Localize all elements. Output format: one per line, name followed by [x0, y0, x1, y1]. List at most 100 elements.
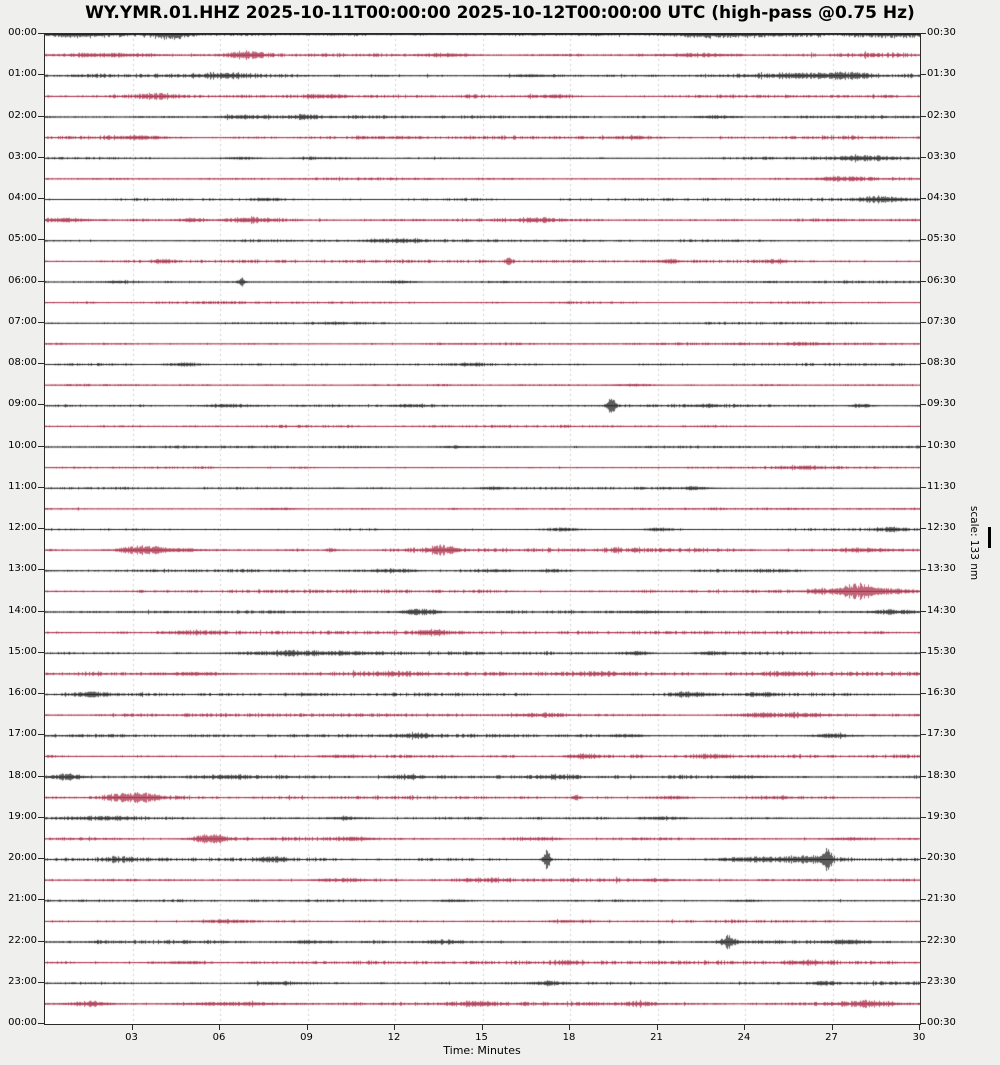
left-tick-mark — [38, 693, 44, 694]
right-tick-mark — [920, 321, 926, 323]
right-tick-mark — [920, 404, 926, 406]
x-tick-label: 03 — [125, 1032, 138, 1043]
right-tick-mark — [920, 569, 926, 571]
right-time-label: 12:30 — [927, 522, 956, 533]
left-tick-mark — [38, 280, 44, 282]
left-tick-mark — [38, 486, 44, 488]
left-time-label: 07:00 — [8, 315, 37, 327]
left-time-label: 16:00 — [8, 687, 37, 698]
right-tick-mark — [920, 528, 926, 529]
left-tick-mark — [38, 363, 44, 364]
right-time-label: 04:30 — [927, 192, 956, 203]
left-tick-mark — [38, 404, 44, 406]
right-time-label: 06:30 — [927, 274, 956, 286]
x-tick-mark — [919, 1024, 920, 1030]
left-time-label: 06:00 — [8, 274, 37, 286]
left-time-label: 00:00 — [8, 27, 37, 38]
right-tick-mark — [920, 693, 926, 694]
left-time-label: 10:00 — [8, 439, 37, 451]
right-tick-mark — [920, 858, 926, 859]
left-tick-mark — [38, 940, 44, 942]
left-tick-mark — [38, 74, 44, 76]
right-tick-mark — [920, 899, 926, 901]
scale-label: scale: 133 nm — [968, 505, 980, 581]
x-tick-mark — [656, 1024, 658, 1030]
right-tick-mark — [920, 115, 926, 117]
x-tick-label: 18 — [562, 1032, 576, 1043]
left-tick-mark — [38, 899, 44, 901]
right-time-label: 00:30 — [927, 1017, 956, 1028]
left-tick-mark — [38, 858, 44, 859]
plot-title: WY.YMR.01.HHZ 2025-10-11T00:00:00 2025-1… — [85, 3, 915, 23]
x-tick-label: 06 — [212, 1032, 226, 1043]
left-tick-mark — [38, 569, 44, 571]
left-tick-mark — [38, 156, 44, 158]
right-time-label: 14:30 — [927, 604, 956, 616]
x-tick-mark — [481, 1024, 483, 1030]
left-time-label: 18:00 — [8, 769, 37, 781]
left-tick-mark — [38, 445, 44, 447]
x-tick-mark — [306, 1024, 308, 1030]
left-time-label: 05:00 — [8, 233, 37, 245]
left-time-label: 01:00 — [8, 68, 37, 80]
right-time-label: 16:30 — [927, 687, 956, 698]
right-time-label: 17:30 — [927, 728, 956, 740]
helicorder-traces — [45, 34, 920, 1024]
right-tick-mark — [920, 651, 926, 653]
left-time-label: 09:00 — [8, 398, 37, 410]
x-tick-mark — [131, 1024, 133, 1030]
right-time-label: 01:30 — [927, 68, 956, 80]
right-tick-mark — [920, 816, 926, 818]
left-tick-mark — [38, 610, 44, 612]
right-tick-mark — [920, 280, 926, 282]
right-time-label: 20:30 — [927, 852, 956, 863]
left-tick-mark — [38, 115, 44, 117]
left-time-label: 04:00 — [8, 192, 37, 203]
right-tick-mark — [920, 734, 926, 736]
left-time-label: 15:00 — [8, 645, 37, 657]
right-time-label: 09:30 — [927, 398, 956, 410]
right-time-label: 15:30 — [927, 645, 956, 657]
x-tick-mark — [569, 1024, 570, 1030]
x-tick-label: 30 — [912, 1032, 926, 1043]
right-tick-mark — [920, 363, 926, 364]
right-time-label: 22:30 — [927, 934, 956, 946]
left-tick-mark — [38, 33, 44, 34]
left-time-label: 17:00 — [8, 728, 37, 740]
x-tick-label: 27 — [825, 1032, 838, 1043]
right-time-label: 21:30 — [927, 893, 956, 905]
x-tick-label: 12 — [387, 1032, 401, 1043]
left-tick-mark — [38, 239, 44, 241]
left-tick-mark — [38, 981, 44, 983]
left-tick-mark — [38, 651, 44, 653]
scale-bar — [988, 527, 991, 548]
left-tick-mark — [38, 198, 44, 199]
left-time-label: 03:00 — [8, 150, 37, 162]
x-tick-mark — [219, 1024, 220, 1030]
right-tick-mark — [920, 74, 926, 76]
left-time-label: 19:00 — [8, 810, 37, 822]
right-time-label: 02:30 — [927, 109, 956, 121]
right-time-label: 08:30 — [927, 357, 956, 368]
right-tick-mark — [920, 156, 926, 158]
left-time-label: 22:00 — [8, 934, 37, 946]
left-time-label: 13:00 — [8, 563, 37, 575]
x-tick-mark — [394, 1024, 395, 1030]
x-tick-mark — [831, 1024, 833, 1030]
left-time-label: 21:00 — [8, 893, 37, 905]
plot-area — [44, 33, 921, 1025]
right-tick-mark — [920, 445, 926, 447]
left-time-label: 11:00 — [8, 480, 37, 492]
right-tick-mark — [920, 981, 926, 983]
left-time-label: 12:00 — [8, 522, 37, 533]
x-tick-mark — [744, 1024, 745, 1030]
right-time-label: 23:30 — [927, 975, 956, 987]
left-time-label: 14:00 — [8, 604, 37, 616]
right-tick-mark — [920, 198, 926, 199]
right-tick-mark — [920, 1023, 926, 1024]
right-tick-mark — [920, 610, 926, 612]
right-tick-mark — [920, 940, 926, 942]
x-axis-label: Time: Minutes — [443, 1044, 521, 1057]
left-time-label: 20:00 — [8, 852, 37, 863]
left-tick-mark — [38, 321, 44, 323]
